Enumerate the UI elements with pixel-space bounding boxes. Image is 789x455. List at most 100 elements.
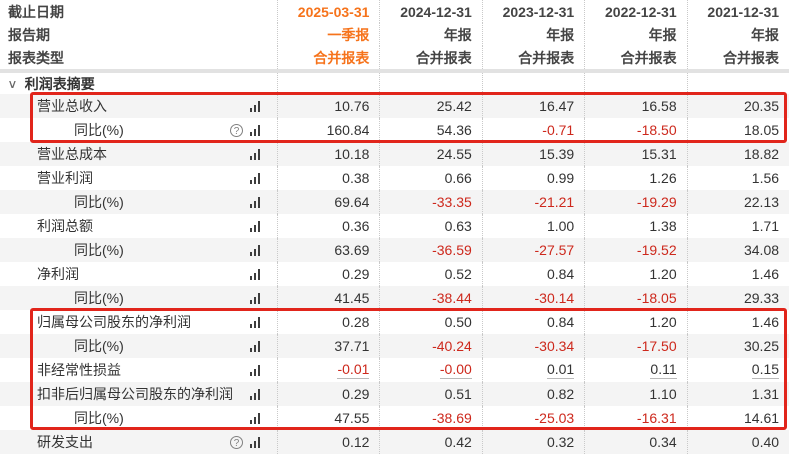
value-cell: 41.45 <box>277 286 379 310</box>
value-cell: 54.36 <box>379 118 481 142</box>
header-row-label: 截止日期 <box>0 0 277 23</box>
row-label-cell: 同比(%)? <box>0 118 277 142</box>
value-cell: 1.71 <box>686 214 789 238</box>
bar-chart-icon[interactable] <box>250 388 260 400</box>
bar-chart-icon[interactable] <box>250 316 260 328</box>
value-cell: -21.21 <box>481 190 584 214</box>
header-value: 2021-12-31 <box>686 0 789 23</box>
row-icons <box>250 262 260 286</box>
header-value: 2024-12-31 <box>379 0 481 23</box>
help-icon[interactable]: ? <box>230 123 243 137</box>
value-text: -38.44 <box>432 290 472 306</box>
bar-chart-icon[interactable] <box>250 220 260 232</box>
bar-chart-icon[interactable] <box>250 172 260 184</box>
bar-chart-icon[interactable] <box>250 412 260 424</box>
value-text: 1.20 <box>649 266 677 282</box>
value-cell: 0.11 <box>584 358 686 382</box>
value-text: 1.71 <box>751 218 780 234</box>
value-text: -38.69 <box>432 410 472 426</box>
value-text: 0.99 <box>546 170 575 186</box>
value-text: 1.00 <box>546 218 575 234</box>
row-label-cell: 营业总成本 <box>0 142 277 166</box>
value-cell: 1.56 <box>686 166 789 190</box>
table-row: 归属母公司股东的净利润 0.28 0.50 0.84 1.20 1.46 <box>0 310 789 334</box>
bar-chart-icon[interactable] <box>250 364 260 376</box>
header-value: 2022-12-31 <box>584 0 686 23</box>
value-text: 15.31 <box>641 146 677 162</box>
value-cell: -30.34 <box>481 334 584 358</box>
value-text: 0.40 <box>751 434 780 450</box>
bar <box>250 299 252 304</box>
value-text: -30.14 <box>534 290 575 306</box>
header-value: 合并报表 <box>379 46 481 69</box>
value-text: 22.13 <box>743 194 780 210</box>
bar <box>258 172 260 184</box>
row-label: 同比(%) <box>74 122 124 138</box>
bar <box>258 436 260 448</box>
bar <box>250 179 252 184</box>
bar-chart-icon[interactable] <box>250 100 260 112</box>
table-row: 营业总成本 10.18 24.55 15.39 15.31 18.82 <box>0 142 789 166</box>
value-cell: 1.10 <box>584 382 686 406</box>
bar-chart-icon[interactable] <box>250 268 260 280</box>
value-cell: -36.59 <box>379 238 481 262</box>
bar-chart-icon[interactable] <box>250 244 260 256</box>
bar <box>254 272 256 280</box>
bar <box>258 196 260 208</box>
value-text: -27.57 <box>534 242 575 258</box>
bar-chart-icon[interactable] <box>250 148 260 160</box>
value-text: -25.03 <box>534 410 575 426</box>
row-label: 非经常性损益 <box>37 362 121 378</box>
value-cell: -19.29 <box>584 190 686 214</box>
header-label-text: 报告期 <box>8 26 50 43</box>
table-header: 截止日期 2025-03-31 2024-12-31 2023-12-31 2022-1… <box>0 0 789 69</box>
table-row: 营业利润 0.38 0.66 0.99 1.26 1.56 <box>0 166 789 190</box>
row-label: 利润总额 <box>37 218 93 234</box>
value-cell: -0.00 <box>379 358 481 382</box>
bar-chart-icon[interactable] <box>250 292 260 304</box>
value-cell: 0.36 <box>277 214 379 238</box>
table-row: 同比(%) 63.69 -36.59 -27.57 -19.52 34.08 <box>0 238 789 262</box>
row-icons <box>250 358 260 382</box>
bar <box>254 176 256 184</box>
table-row: 净利润 0.29 0.52 0.84 1.20 1.46 <box>0 262 789 286</box>
row-label: 营业利润 <box>37 170 93 186</box>
bar <box>250 251 252 256</box>
row-label-cell: 同比(%) <box>0 286 277 310</box>
value-text: -18.50 <box>636 122 677 138</box>
value-text: 63.69 <box>334 242 370 258</box>
bar <box>254 224 256 232</box>
value-text: 10.76 <box>334 98 370 114</box>
table-row: 研发支出? 0.12 0.42 0.32 0.34 0.40 <box>0 430 789 454</box>
section-empty-cell <box>277 73 379 94</box>
header-value: 年报 <box>686 23 789 46</box>
value-text: 1.31 <box>751 386 780 402</box>
bar <box>250 227 252 232</box>
bar-chart-icon[interactable] <box>250 436 260 448</box>
value-text: 0.82 <box>546 386 575 402</box>
value-cell: 47.55 <box>277 406 379 430</box>
bar-chart-icon[interactable] <box>250 124 260 136</box>
bar <box>250 203 252 208</box>
value-cell: 20.35 <box>686 94 789 118</box>
value-cell: 1.38 <box>584 214 686 238</box>
section-row-income-statement[interactable]: ∨ 利润表摘要 <box>0 73 789 94</box>
help-icon[interactable]: ? <box>230 435 243 449</box>
value-cell: 37.71 <box>277 334 379 358</box>
value-cell: 0.99 <box>481 166 584 190</box>
row-label: 营业总收入 <box>37 98 107 114</box>
bar-chart-icon[interactable] <box>250 196 260 208</box>
bar <box>254 368 256 376</box>
header-row-label: 报告期 <box>0 23 277 46</box>
bar-chart-icon[interactable] <box>250 340 260 352</box>
value-text: 18.82 <box>743 146 780 162</box>
chevron-down-icon[interactable]: ∨ <box>7 76 18 91</box>
value-cell: -25.03 <box>481 406 584 430</box>
table-row: 营业总收入 10.76 25.42 16.47 16.58 20.35 <box>0 94 789 118</box>
value-cell: 1.20 <box>584 310 686 334</box>
row-label-cell: 营业利润 <box>0 166 277 190</box>
value-cell: 0.51 <box>379 382 481 406</box>
value-cell: 0.84 <box>481 310 584 334</box>
value-cell: 34.08 <box>686 238 789 262</box>
